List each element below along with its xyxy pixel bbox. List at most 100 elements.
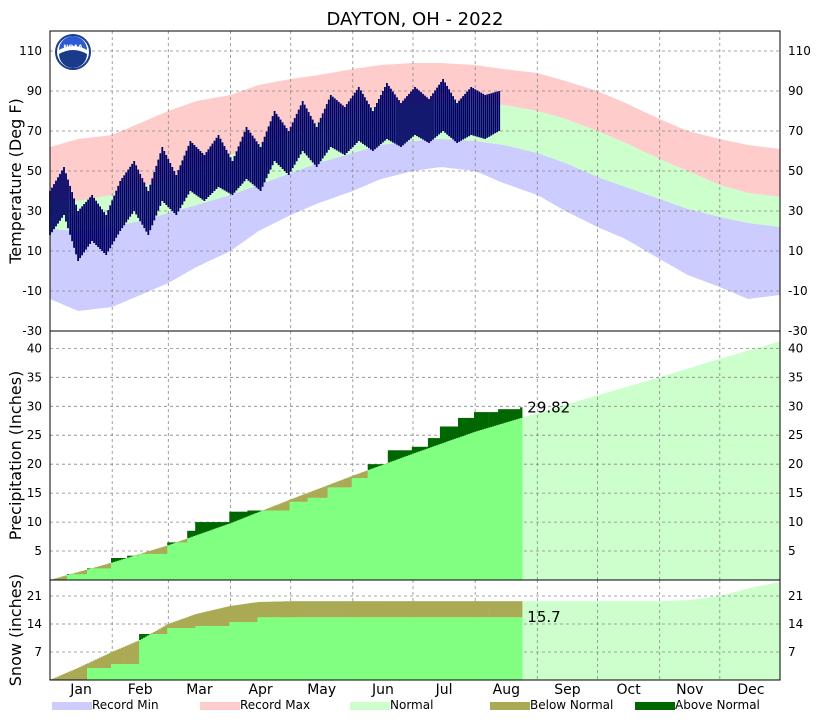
snow-base-bar [109,668,111,680]
observed-temp-bar [149,185,151,230]
precipitation-base-bar [502,423,504,580]
snow-departure-bar [251,603,253,622]
snow-base-bar [284,617,286,680]
precipitation-departure-bar [518,409,520,418]
snow-base-bar [420,617,422,680]
snow-departure-bar [338,601,340,617]
precipitation-departure-bar [470,418,472,433]
observed-temp-bar [165,155,167,205]
precipitation-base-bar [223,525,225,580]
precipitation-base-bar [490,427,492,580]
snow-base-bar [237,622,239,680]
snow-base-bar [306,617,308,680]
snow-base-bar [149,634,151,680]
snow-base-bar [169,628,171,680]
observed-temp-bar [230,157,232,194]
precipitation-base-bar [422,450,424,580]
snow-departure-bar [163,626,165,634]
observed-temp-bar [234,156,236,193]
snow-departure-bar [290,601,292,617]
precipitation-departure-bar [516,409,518,419]
snow-base-bar [348,617,350,680]
observed-temp-bar [340,104,342,153]
observed-temp-bar [157,160,159,211]
precipitation-base-bar [267,511,269,581]
precipitation-departure-bar [376,464,378,467]
precipitation-base-bar [520,418,522,580]
snow-base-bar [261,617,263,680]
observed-temp-bar [278,117,280,165]
precipitation-base-bar [424,450,426,581]
observed-temp-bar [360,90,362,142]
snow-departure-bar [484,601,486,617]
precipitation-departure-bar [179,541,181,542]
snow-base-bar [464,617,466,680]
precipitation-base-bar [103,568,105,580]
snow-base-bar [440,617,442,680]
precipitation-departure-bar [414,447,416,453]
precipitation-base-bar [436,445,438,580]
precipitation-departure-bar [476,412,478,431]
snow-departure-bar [272,602,274,618]
snow-base-bar [159,634,161,680]
snow-base-bar [267,617,269,680]
precipitation-base-bar [237,520,239,580]
snow-base-bar [450,617,452,680]
precipitation-base-bar [205,532,207,580]
snow-departure-bar [207,611,209,626]
precipitation-departure-bar [117,558,119,561]
precipitation-departure-bar [280,504,282,511]
snow-base-bar [113,664,115,680]
snow-base-bar [179,628,181,680]
y-tick-label-left: 40 [27,341,42,355]
observed-temp-bar [382,91,384,142]
snow-base-bar [356,617,358,680]
snow-base-bar [137,664,139,680]
precipitation-departure-bar [396,450,398,459]
snow-departure-bar [436,601,438,617]
snow-departure-bar [368,601,370,617]
precipitation-departure-bar [207,522,209,531]
precipitation-base-bar [374,468,376,580]
precipitation-total-label: 29.82 [527,398,570,416]
snow-departure-bar [203,612,205,626]
precipitation-departure-bar [205,522,207,532]
precipitation-departure-bar [79,572,81,575]
snow-departure-bar [354,601,356,617]
precipitation-axis-label: Precipitation (Inches) [6,371,25,541]
snow-base-bar [478,617,480,680]
precipitation-departure-bar [364,471,366,478]
observed-temp-bar [204,155,206,201]
snow-base-bar [223,626,225,680]
precipitation-departure-bar [282,503,284,511]
observed-temp-bar [153,172,155,220]
snow-departure-bar [169,623,171,628]
snow-base-bar [510,617,512,680]
observed-temp-bar [480,93,482,138]
snow-base-bar [454,617,456,680]
snow-base-bar [484,617,486,680]
precipitation-departure-bar [259,511,261,512]
snow-base-bar [207,626,209,680]
precipitation-departure-bar [296,497,298,502]
precipitation-departure-bar [177,542,179,543]
legend-label-below-normal: Below Normal [530,698,613,712]
precipitation-departure-bar [131,556,133,557]
observed-temp-bar [318,122,320,164]
snow-base-bar [165,634,167,680]
precipitation-departure-bar [300,496,302,502]
snow-base-bar [476,617,478,680]
precipitation-departure-bar [356,474,358,478]
precipitation-base-bar [412,454,414,580]
precipitation-base-bar [334,487,336,580]
snow-base-bar [233,622,235,680]
observed-temp-bar [386,83,388,139]
snow-base-bar [193,628,195,680]
precipitation-base-bar [408,455,410,580]
snow-departure-bar [466,601,468,617]
observed-temp-bar [169,163,171,209]
snow-departure-bar [292,601,294,617]
precipitation-base-bar [241,519,243,581]
snow-departure-bar [107,654,109,668]
precipitation-base-bar [294,502,296,580]
